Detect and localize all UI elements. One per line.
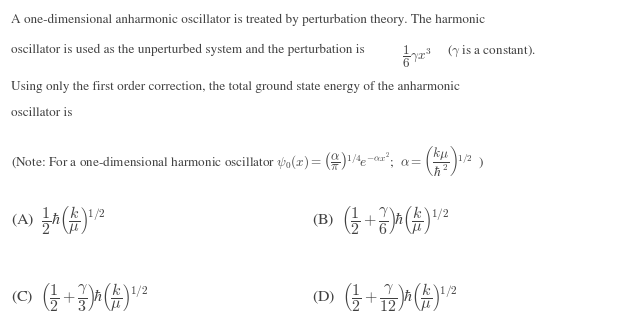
- Text: Using only the first order correction, the total ground state energy of the anha: Using only the first order correction, t…: [11, 80, 460, 93]
- Text: (Note: For a one-dimensional harmonic oscillator $\psi_0(x) = \left(\dfrac{\alph: (Note: For a one-dimensional harmonic os…: [11, 144, 485, 178]
- Text: oscillator is: oscillator is: [11, 107, 73, 119]
- Text: ($\gamma$ is a constant).: ($\gamma$ is a constant).: [447, 44, 536, 59]
- Text: (B)  $\left(\dfrac{1}{2}+\dfrac{\gamma}{6}\right)\!\hbar\left(\dfrac{k}{\mu}\rig: (B) $\left(\dfrac{1}{2}+\dfrac{\gamma}{6…: [312, 204, 449, 237]
- Text: oscillator is used as the unperturbed system and the perturbation is: oscillator is used as the unperturbed sy…: [11, 44, 368, 56]
- Text: (C)  $\left(\dfrac{1}{2}+\dfrac{\gamma}{3}\right)\!\hbar\left(\dfrac{k}{\mu}\rig: (C) $\left(\dfrac{1}{2}+\dfrac{\gamma}{3…: [11, 281, 148, 314]
- Text: (D)  $\left(\dfrac{1}{2}+\dfrac{\gamma}{12}\right)\!\hbar\left(\dfrac{k}{\mu}\ri: (D) $\left(\dfrac{1}{2}+\dfrac{\gamma}{1…: [312, 281, 457, 314]
- Text: (A)  $\dfrac{1}{2}\hbar\left(\dfrac{k}{\mu}\right)^{\!1/2}$: (A) $\dfrac{1}{2}\hbar\left(\dfrac{k}{\m…: [11, 204, 106, 237]
- Text: A one-dimensional anharmonic oscillator is treated by perturbation theory. The h: A one-dimensional anharmonic oscillator …: [11, 13, 485, 26]
- Text: $\dfrac{1}{6}\gamma x^3$: $\dfrac{1}{6}\gamma x^3$: [402, 44, 432, 70]
